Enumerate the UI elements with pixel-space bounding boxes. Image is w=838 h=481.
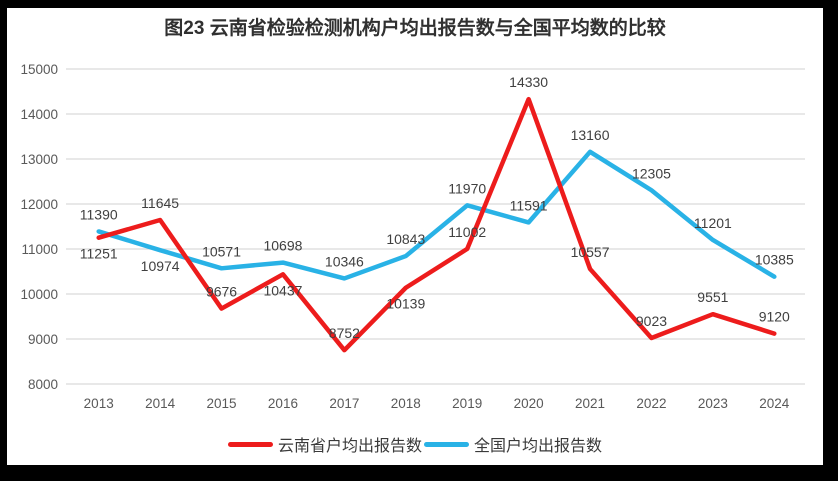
legend-label-national: 全国户均出报告数 [474,438,603,455]
national-data-label: 11591 [510,197,548,213]
yunnan-data-label: 10437 [263,282,302,298]
x-axis-tick-label: 2019 [452,396,482,411]
yunnan-data-label: 8752 [329,325,360,341]
y-axis-tick-label: 8000 [28,377,58,392]
x-axis-tick-label: 2023 [698,396,728,411]
chart-title: 图23 云南省检验检测机构户均出报告数与全国平均数的比较 [164,18,666,39]
x-axis-tick-label: 2018 [391,396,421,411]
x-axis-tick-label: 2013 [84,396,114,411]
x-axis-tick-label: 2021 [575,396,605,411]
y-axis-tick-label: 14000 [20,107,58,122]
y-axis-tick-label: 15000 [20,62,58,77]
national-data-label: 13160 [571,127,610,143]
x-axis-tick-label: 2014 [145,396,176,411]
yunnan-data-label: 14330 [509,74,548,90]
national-series-line [96,149,777,281]
yunnan-data-label: 10139 [386,296,425,312]
national-data-label: 10843 [386,231,425,247]
legend: 云南省户均出报告数 全国户均出报告数 [7,432,823,456]
yunnan-data-label: 10557 [571,244,610,260]
national-data-label: 11390 [80,206,118,222]
legend-item-yunnan: 云南省户均出报告数 [227,432,422,456]
legend-label-yunnan: 云南省户均出报告数 [277,438,422,455]
yunnan-data-label: 9120 [759,309,790,325]
yunnan-data-label: 9551 [697,289,728,305]
y-axis-tick-label: 10000 [20,287,58,302]
y-axis-tick-label: 9000 [28,332,58,347]
yunnan-data-label: 9023 [636,313,667,329]
national-data-label: 11201 [694,215,732,231]
legend-item-national: 全国户均出报告数 [424,432,602,456]
national-data-label: 11970 [448,180,486,196]
y-axis-tick-label: 12000 [20,197,58,212]
y-axis-tick-label: 11000 [21,242,58,257]
chart-canvas [7,8,823,465]
yunnan-data-label: 11002 [448,224,486,240]
national-line-swatch-icon [424,441,469,447]
national-data-label: 10974 [141,258,180,274]
yunnan-line-swatch-icon [227,441,273,447]
x-axis-tick-label: 2022 [636,396,666,411]
yunnan-data-label: 9676 [206,284,237,300]
national-data-label: 12305 [632,165,671,181]
x-axis-tick-label: 2020 [514,396,544,411]
x-axis-tick-label: 2017 [329,396,359,411]
x-axis-tick-label: 2024 [759,396,790,411]
y-axis-tick-label: 13000 [20,152,58,167]
yunnan-data-label: 11645 [141,195,179,211]
x-axis-tick-label: 2015 [207,396,237,411]
yunnan-series-line [96,96,777,353]
national-data-label: 10698 [263,238,302,254]
yunnan-data-label: 11251 [80,246,118,262]
national-data-label: 10571 [202,243,241,259]
x-axis-tick-label: 2016 [268,396,298,411]
national-data-label: 10385 [755,252,794,268]
national-data-label: 10346 [325,253,364,269]
